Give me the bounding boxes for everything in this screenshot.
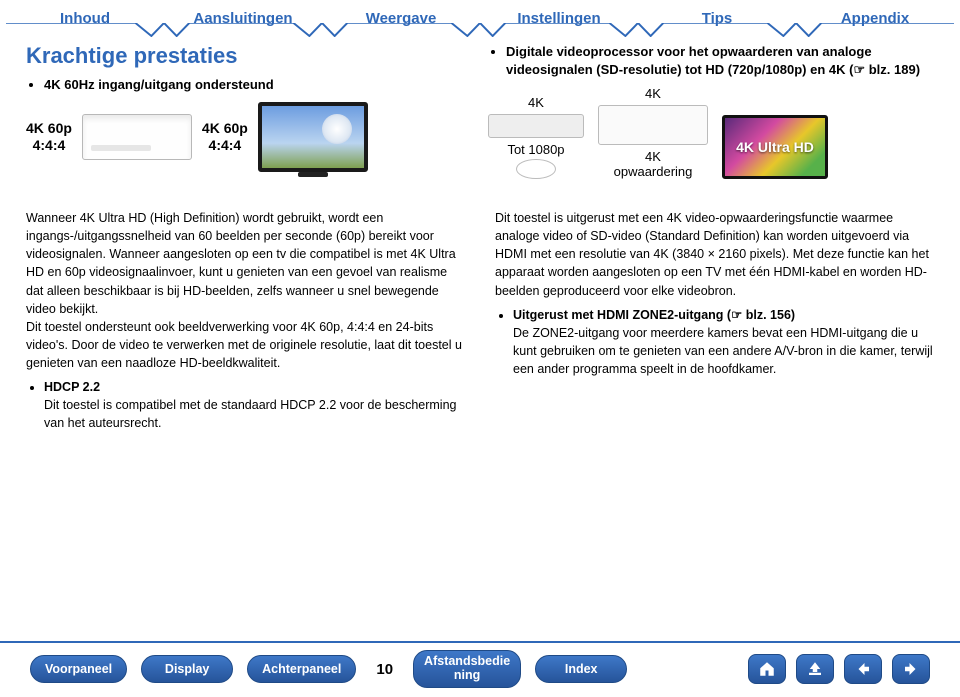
col-right: Dit toestel is uitgerust met een 4K vide… (495, 209, 934, 437)
tv-icon (258, 102, 368, 172)
bullet-body: Dit toestel is compatibel met de standaa… (44, 398, 456, 430)
main-content: Krachtige prestaties 4K 60Hz ingang/uitg… (0, 37, 960, 437)
col-left: Wanneer 4K Ultra HD (High Definition) wo… (26, 209, 465, 437)
tab-appendix[interactable]: Appendix (796, 4, 954, 37)
hero-right-bullet: Digitale videoprocessor voor het opwaard… (506, 43, 934, 78)
spec-line: 4:4:4 (202, 137, 248, 155)
nav-up-button[interactable] (796, 654, 834, 684)
bullet-tail: ) (916, 62, 920, 77)
tab-aansluitingen[interactable]: Aansluitingen (164, 4, 322, 37)
paragraph: Wanneer 4K Ultra HD (High Definition) wo… (26, 209, 465, 318)
hero-left-bullets: 4K 60Hz ingang/uitgang ondersteund (26, 77, 472, 92)
body-columns: Wanneer 4K Ultra HD (High Definition) wo… (26, 209, 934, 437)
pill-afstandsbediening[interactable]: Afstandsbedie ning (413, 650, 521, 688)
amp-col: 4K 4K opwaardering (598, 86, 708, 179)
hero-bullet: 4K 60Hz ingang/uitgang ondersteund (44, 77, 472, 92)
tab-inhoud[interactable]: Inhoud (6, 4, 164, 37)
page-ref-link[interactable]: ☞ blz. 156 (731, 308, 791, 322)
nav-prev-button[interactable] (844, 654, 882, 684)
disc-icon (516, 159, 556, 179)
section-title: Krachtige prestaties (26, 43, 472, 69)
paragraph: Dit toestel is uitgerust met een 4K vide… (495, 209, 934, 300)
pill-index[interactable]: Index (535, 655, 627, 683)
pill-display[interactable]: Display (141, 655, 233, 683)
spec-col-1: 4K 60p 4:4:4 (26, 120, 72, 155)
label-upscale-1: 4K (598, 149, 708, 164)
nav-home-button[interactable] (748, 654, 786, 684)
bullet-title-tail: ) (791, 308, 795, 322)
label-4k: 4K (488, 95, 584, 110)
pill-voorpaneel[interactable]: Voorpaneel (30, 655, 127, 683)
footer: Voorpaneel Display Achterpaneel 10 Afsta… (0, 641, 960, 697)
spec-line: 4K 60p (202, 120, 248, 138)
bullet-text: 4K 60Hz ingang/uitgang ondersteund (44, 77, 274, 92)
bullet-text: Digitale videoprocessor voor het opwaard… (506, 44, 872, 77)
spec-line: 4K 60p (26, 120, 72, 138)
amplifier-icon (82, 114, 192, 160)
top-tabs: Inhoud Aansluitingen Weergave Instelling… (0, 0, 960, 37)
pill-achterpaneel[interactable]: Achterpaneel (247, 655, 356, 683)
ultra-col: 4K Ultra HD (722, 115, 828, 179)
bullet-title: Uitgerust met HDMI ZONE2-uitgang ( (513, 308, 731, 322)
hero-left: Krachtige prestaties 4K 60Hz ingang/uitg… (26, 43, 472, 179)
hero-right: Digitale videoprocessor voor het opwaard… (488, 43, 934, 179)
tab-instellingen[interactable]: Instellingen (480, 4, 638, 37)
hero-row: Krachtige prestaties 4K 60Hz ingang/uitg… (26, 43, 934, 179)
footer-rule (0, 641, 960, 643)
source-col: 4K Tot 1080p (488, 95, 584, 179)
spec-col-2: 4K 60p 4:4:4 (202, 120, 248, 155)
hero-right-graphics: 4K Tot 1080p 4K 4K opwaardering 4K Ultra… (488, 86, 934, 179)
nav-icons (748, 654, 930, 684)
tab-tips[interactable]: Tips (638, 4, 796, 37)
spec-line: 4:4:4 (26, 137, 72, 155)
amplifier-icon (598, 105, 708, 145)
player-icon (488, 114, 584, 138)
hero-right-bullets: Digitale videoprocessor voor het opwaard… (488, 43, 934, 78)
tab-weergave[interactable]: Weergave (322, 4, 480, 37)
bullet-body: De ZONE2-uitgang voor meerdere kamers be… (513, 326, 933, 376)
label-4k: 4K (598, 86, 708, 101)
hero-left-graphics: 4K 60p 4:4:4 4K 60p 4:4:4 (26, 102, 472, 172)
label-upscale-2: opwaardering (598, 164, 708, 179)
page-ref-link[interactable]: ☞ blz. 189 (853, 62, 915, 77)
label-1080p: Tot 1080p (488, 142, 584, 157)
page-number: 10 (376, 661, 393, 678)
ultra-hd-tv-icon: 4K Ultra HD (722, 115, 828, 179)
bullet-title: HDCP 2.2 (44, 380, 100, 394)
list-item: Uitgerust met HDMI ZONE2-uitgang (☞ blz.… (513, 306, 934, 379)
paragraph: Dit toestel ondersteunt ook beeldverwerk… (26, 318, 465, 372)
list-item: HDCP 2.2 Dit toestel is compatibel met d… (44, 378, 465, 432)
ultra-label: 4K Ultra HD (736, 139, 814, 155)
nav-next-button[interactable] (892, 654, 930, 684)
